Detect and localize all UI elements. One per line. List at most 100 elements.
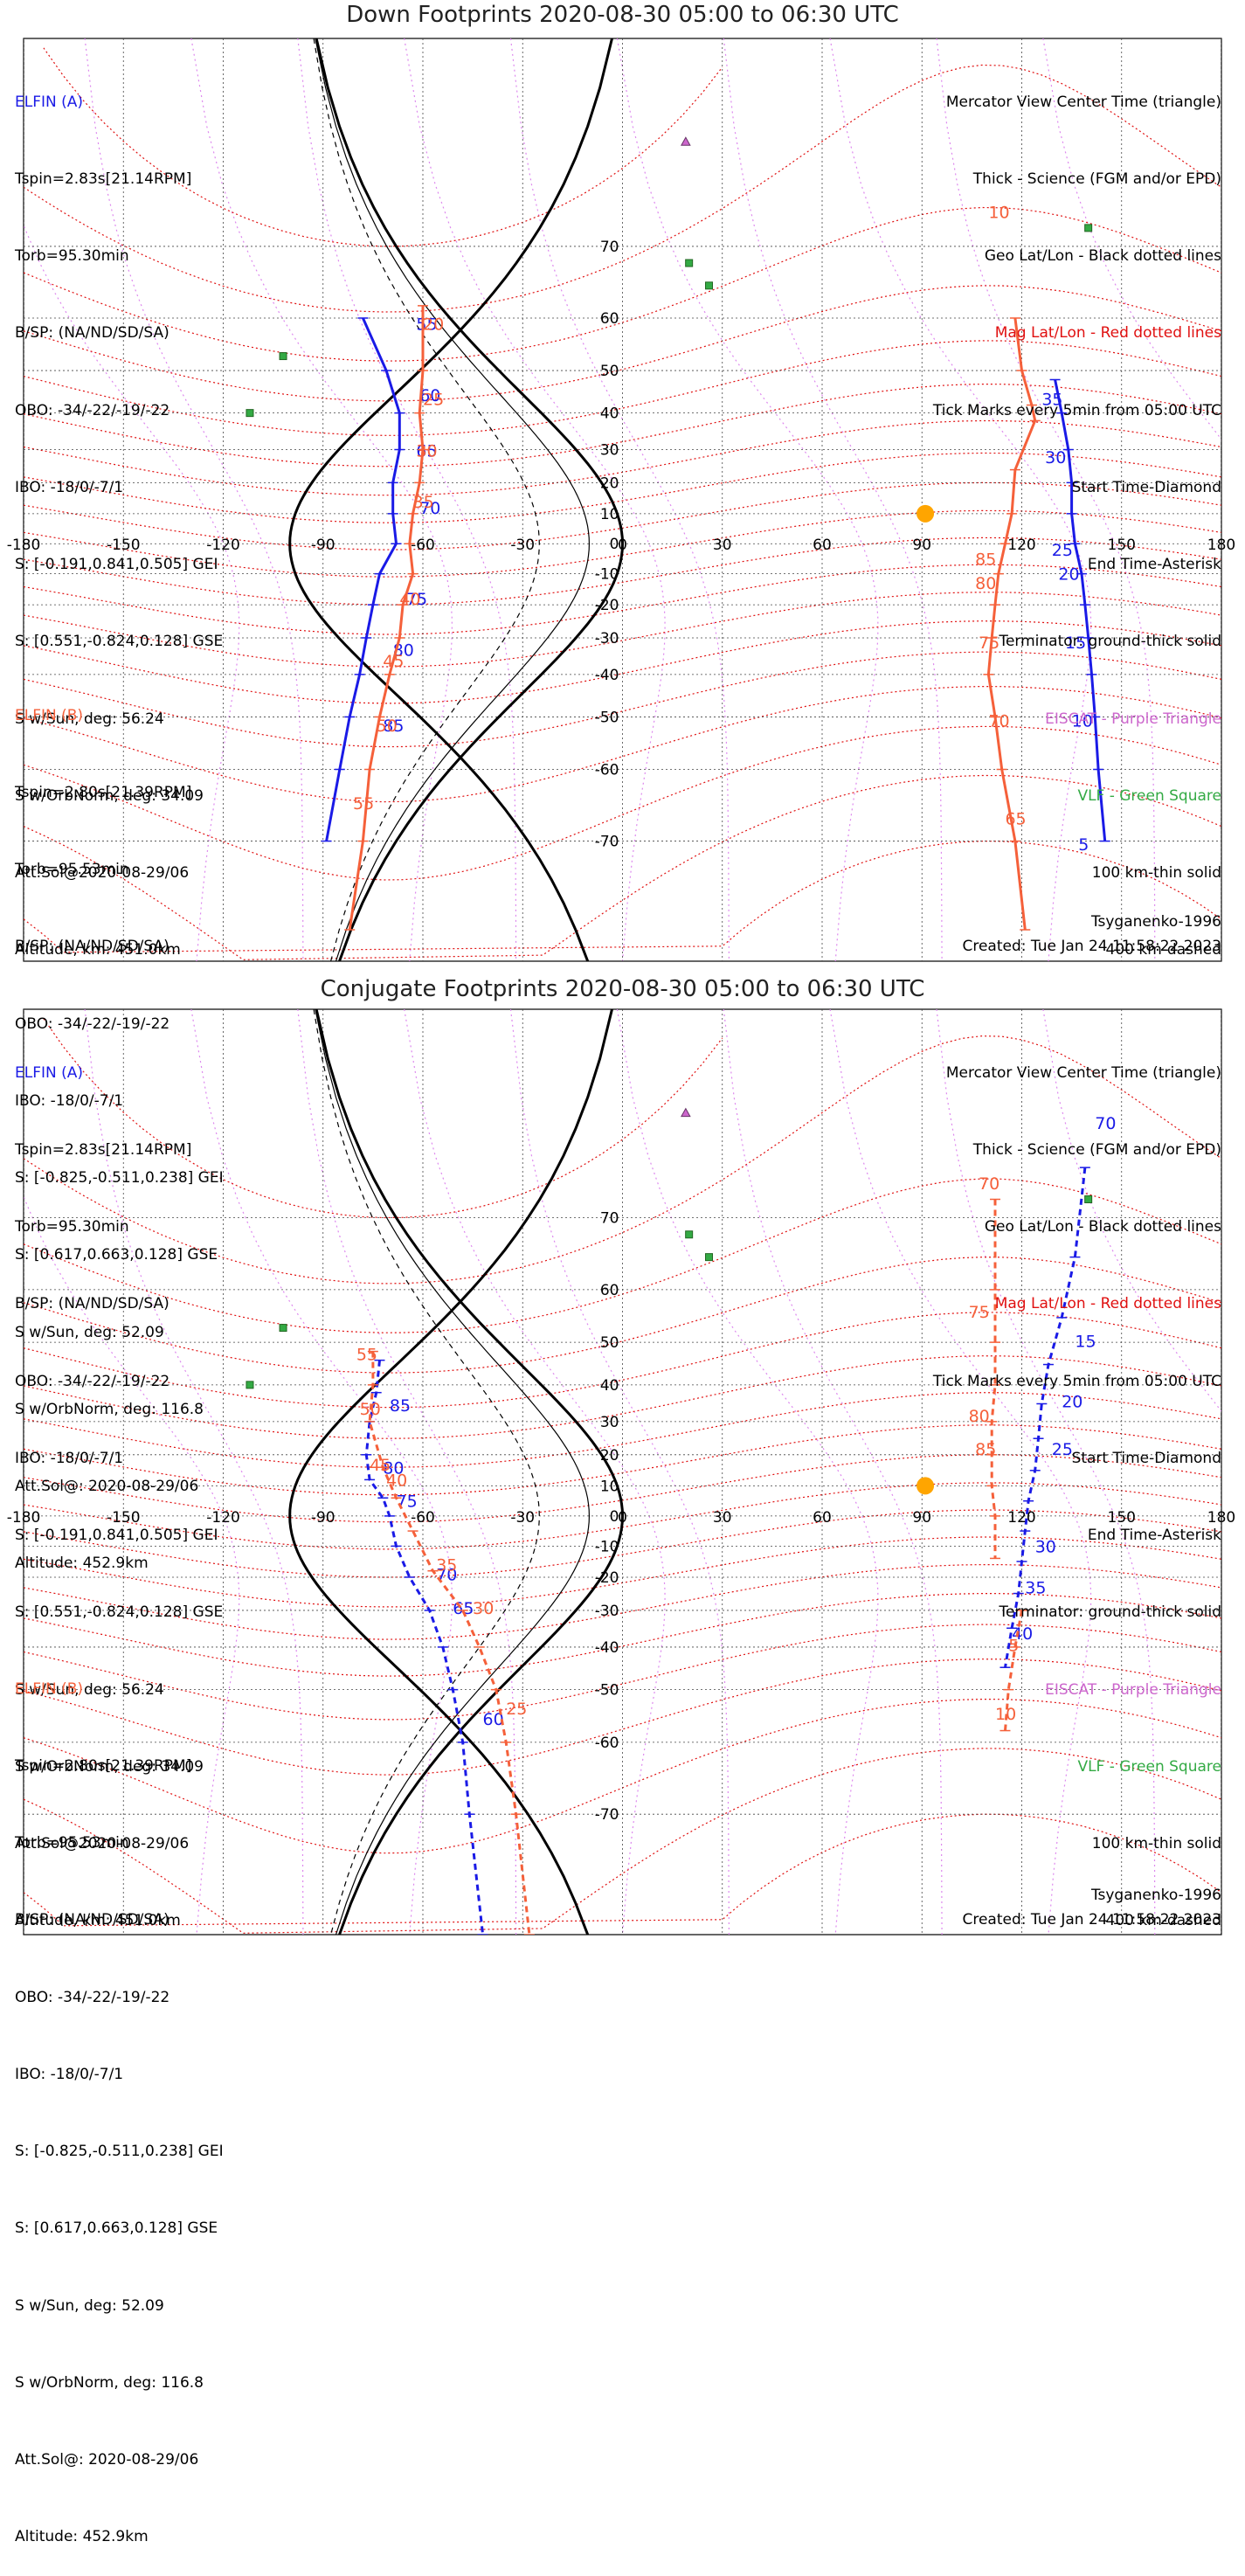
info-line: Altitude: 452.9km [15,2528,149,2546]
elfin-b-heading: ELFIN (B) [15,1679,84,1698]
mag-meridian-line [84,38,304,961]
x-tick-label: 60 [813,1509,832,1527]
elfin-b-time-label: 80 [975,574,996,593]
legend-item: Tick Marks every 5min from 05:00 UTC [932,1372,1221,1390]
elfin-b-time-label: 75 [979,634,999,653]
elfin-a-time-label: 25 [1052,541,1073,560]
mag-meridian-line [190,1009,453,1935]
legend-item: Geo Lat/Lon - Black dotted lines [984,1218,1221,1236]
vlf-marker [685,1230,694,1239]
y-tick-label: 10 [600,506,619,523]
x-tick-label: -180 [7,1509,41,1527]
eiscat-marker [681,136,691,146]
x-tick-label: 180 [1207,1509,1235,1527]
elfin-b-info-down: ELFIN (B) Tspin=2.80s[21.39RPM] Torb=95.… [15,652,224,1603]
x-tick-label: -150 [107,1509,141,1527]
elfin-b-time-label: 5 [1008,1636,1019,1655]
info-line: Tspin=2.83s[21.14RPM] [15,170,192,189]
x-tick-label: 30 [713,1509,732,1527]
info-line: Torb=95.53min [15,1834,129,1852]
info-line: Tspin=2.80s[21.39RPM] [15,784,192,802]
mag-meridian-line [936,38,1156,961]
legend-item: Mag Lat/Lon - Red dotted lines [994,1295,1221,1313]
map-panel-conjugate: 8580757065607015202530354055504540353025… [7,1008,1235,1935]
x-tick-label: 0 [618,1509,627,1527]
elfin-b-time-label: 55 [356,1346,377,1365]
elfin-b-time-label: 10 [995,1705,1016,1724]
elfin-b-time-label: 70 [988,711,1009,731]
elfin-a-time-label: 70 [436,1566,457,1585]
x-tick-label: 150 [1108,1509,1136,1527]
y-tick-label: 40 [600,405,619,423]
elfin-a-time-label: 65 [453,1599,474,1618]
elfin-a-time-label: 30 [1045,448,1066,467]
legend-item: VLF - Green Square [1077,1757,1221,1776]
elfin-a-time-label: 10 [1072,711,1093,731]
map-content: 8580757065607015202530354055504540353025… [24,1009,1221,1935]
y-tick-label: -20 [595,1569,619,1587]
terminator-100km-line [315,1009,591,1935]
mag-latitude-line [24,1624,1221,1721]
elfin-a-heading: ELFIN (A) [15,93,84,111]
model-label: Tsyganenko-1996 [1090,913,1221,931]
x-tick-label: 180 [1207,537,1235,554]
elfin-a-time-label: 70 [1095,1114,1116,1133]
mag-latitude-line [43,1018,723,1219]
elfin-b-time-label: 65 [1005,809,1026,828]
mag-meridian-line [936,1009,1156,1935]
eiscat-marker [681,1107,691,1118]
legend-item: EISCAT - Purple Triangle [1045,710,1221,728]
legend-item: EISCAT - Purple Triangle [1045,1680,1221,1699]
elfin-a-time-label: 60 [419,386,440,405]
mag-meridian-line [297,1009,517,1935]
info-line: Att.Sol@: 2020-08-29/06 [15,1478,199,1495]
legend-item: Thick - Science (FGM and/or EPD) [972,170,1221,189]
x-tick-label: -90 [311,1509,335,1527]
elfin-a-time-label: 55 [416,315,437,334]
y-tick-label: 20 [600,474,619,492]
panel-title-conjugate: Conjugate Footprints 2020-08-30 05:00 to… [320,976,925,1002]
y-tick-label: -30 [595,630,619,647]
elfin-a-time-label: 60 [483,1710,504,1729]
terminator-400km-line [313,1009,540,1935]
x-tick-label: 120 [1007,537,1035,554]
panel-title-down: Down Footprints 2020-08-30 05:00 to 06:3… [346,2,899,28]
elfin-a-info-conjugate: ELFIN (A) Tspin=2.83s[21.14RPM] Torb=95.… [15,1009,223,1960]
elfin-a-time-label: 85 [390,1396,411,1416]
elfin-a-time-label: 15 [1065,634,1086,653]
x-tick-label: -180 [7,537,41,554]
info-line: OBO: -34/-22/-19/-22 [15,1372,170,1390]
legend-item: Terminator: ground-thick solid [999,1603,1221,1622]
legend-item: Tick Marks every 5min from 05:00 UTC [932,401,1221,419]
elfin-a-time-label: 30 [1035,1537,1056,1556]
legend-item: 400 km-dashed [1105,941,1221,959]
legend-item: End Time-Asterisk [1087,556,1221,574]
elfin-a-time-label: 15 [1075,1332,1096,1351]
elfin-a-time-label: 85 [383,717,404,736]
x-tick-label: -120 [206,1509,240,1527]
elfin-b-time-label: 70 [979,1174,999,1194]
info-line: S: [0.551,-0.824,0.128] GSE [15,1603,224,1622]
x-tick-label: 150 [1108,537,1136,554]
mag-latitude-line [24,64,1221,313]
elfin-b-time-label: 30 [473,1599,494,1618]
x-tick-label: 120 [1007,1509,1035,1527]
info-line: Torb=95.30min [15,1218,129,1236]
mag-meridian-line [829,1009,1092,1935]
mag-latitude-line [24,1748,1221,1934]
legend-item: Mercator View Center Time (triangle) [945,1063,1221,1082]
mag-latitude-line [24,651,1221,748]
info-line: IBO: -18/0/-7/1 [15,2065,124,2083]
elfin-b-time-label: 30 [416,441,437,460]
y-tick-label: -10 [595,566,619,584]
elfin-b-time-label: 40 [386,1471,407,1490]
elfin-b-heading: ELFIN (B) [15,706,84,724]
y-tick-label: -60 [595,1735,619,1752]
legend-item: Geo Lat/Lon - Black dotted lines [984,247,1221,266]
elfin-b-time-label: 55 [353,794,374,814]
elfin-a-time-label: 80 [383,1458,404,1478]
elfin-a-info-down: ELFIN (A) Tspin=2.83s[21.14RPM] Torb=95.… [15,38,223,989]
x-tick-label: -60 [411,1509,435,1527]
info-line: S: [-0.191,0.841,0.505] GEI [15,556,218,574]
legend-conjugate: Mercator View Center Time (triangle) Thi… [933,1009,1221,1960]
